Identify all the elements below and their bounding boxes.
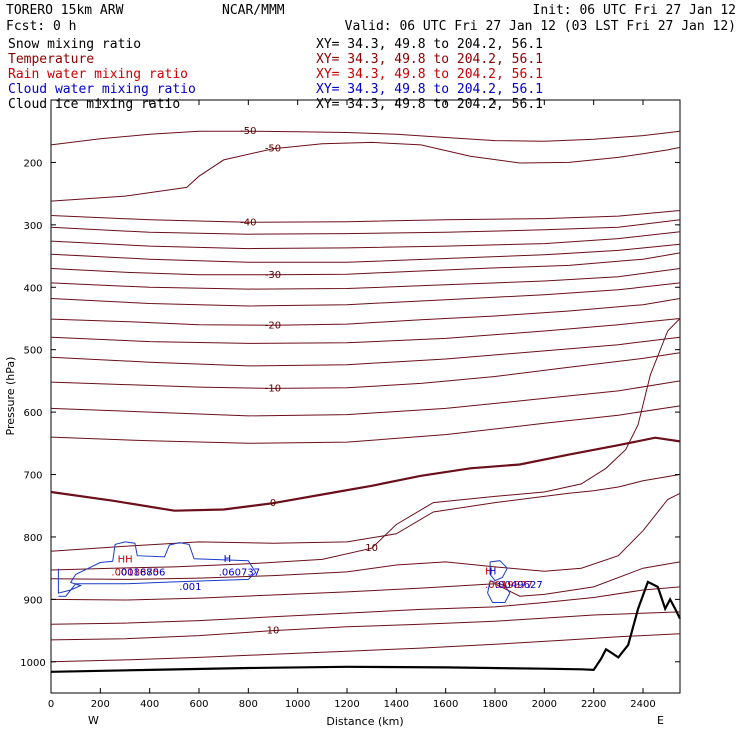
- x-tick-label: 1600: [433, 699, 458, 710]
- y-tick-label: 600: [23, 408, 42, 419]
- y-tick-label: 900: [23, 595, 42, 606]
- isotherm-line: [50, 282, 681, 307]
- x-tick-label: 1200: [334, 699, 359, 710]
- terrain: [50, 580, 681, 673]
- y-tick-label: 500: [23, 346, 42, 357]
- cloud-water-contours: [57, 541, 511, 603]
- isotherm-label: -50: [265, 144, 281, 155]
- isotherm-line: [50, 405, 681, 444]
- x-axis: 0 200 400 600 800 1000 1200 1400 1600 1800 2000 220…: [48, 100, 656, 710]
- cloud-water-line: [57, 541, 257, 597]
- isotherm-line: [50, 231, 681, 250]
- x-tick-label: 200: [91, 699, 110, 710]
- isotherm-label: -50: [240, 126, 256, 137]
- contour-annotation: .001: [179, 582, 201, 593]
- isotherm-line: [50, 210, 681, 223]
- y-axis-label: Pressure (hPa): [4, 357, 17, 436]
- isotherm-label: -10: [265, 383, 281, 394]
- x-tick-label: 1800: [482, 699, 507, 710]
- legend-label: Snow mixing ratio: [8, 37, 141, 52]
- isotherm-line: [50, 219, 681, 235]
- x-tick-label: 600: [189, 699, 208, 710]
- x-axis-label: Distance (km): [326, 715, 403, 728]
- x-tick-label: 800: [239, 699, 258, 710]
- x-tick-label: 0: [48, 699, 54, 710]
- isotherm-line: [50, 561, 681, 601]
- contour-annotation: H: [489, 566, 497, 577]
- isotherm-label: -40: [240, 217, 256, 228]
- isotherm-line: [50, 352, 681, 389]
- y-tick-label: 800: [23, 533, 42, 544]
- model-title: TORERO 15km ARW: [6, 3, 124, 18]
- isotherms: -50 -50 -40 -30 -20 -10 0 10 10: [50, 126, 681, 663]
- contour-annotation: .0016806: [118, 568, 166, 579]
- isotherm-label: -30: [265, 270, 281, 281]
- x-tick-label: 400: [140, 699, 159, 710]
- isotherm-line: [50, 492, 681, 580]
- valid-time: Valid: 06 UTC Fri 27 Jan 12 (03 LST Fri …: [345, 19, 736, 34]
- init-time: Init: 06 UTC Fri 27 Jan 12: [533, 3, 737, 18]
- isotherm-line: [50, 252, 681, 276]
- isotherm-line: [50, 141, 681, 202]
- isotherm-line: [50, 633, 681, 663]
- legend-label: Temperature: [8, 52, 94, 67]
- x-tick-label: 2400: [630, 699, 655, 710]
- y-tick-label: 700: [23, 471, 42, 482]
- x-tick-label: 2200: [581, 699, 606, 710]
- legend: Snow mixing ratio XY= 34.3, 49.8 to 204.2…: [8, 37, 543, 112]
- y-tick-label: 1000: [20, 658, 45, 669]
- contour-annotation: .0019877: [485, 580, 533, 591]
- terrain-line: [50, 580, 681, 673]
- contour-annotation: H: [224, 554, 232, 565]
- legend-xy: XY= 34.3, 49.8 to 204.2, 56.1: [316, 52, 543, 67]
- isotherm-line: [50, 474, 681, 552]
- isotherm-label: 10: [267, 626, 280, 637]
- contour-annotation: HH: [118, 555, 133, 566]
- y-axis: 200 300 400 500 600 700 800 900 1000: [20, 158, 680, 669]
- cloud-water-line: [489, 560, 508, 582]
- isotherm-line: [50, 336, 681, 367]
- y-tick-label: 400: [23, 283, 42, 294]
- legend-xy: XY= 34.3, 49.8 to 204.2, 56.1: [316, 97, 543, 112]
- legend-label: Cloud ice mixing ratio: [8, 97, 180, 112]
- isotherm-line: [50, 318, 681, 571]
- isotherm-line: [50, 586, 681, 625]
- isotherm-line: [50, 318, 681, 344]
- isotherm-line: [50, 611, 681, 641]
- isotherm-line: [50, 130, 681, 146]
- contour-annotation: .0018875: [111, 568, 159, 579]
- legend-label: Cloud water mixing ratio: [8, 82, 196, 97]
- legend-xy: XY= 34.3, 49.8 to 204.2, 56.1: [316, 82, 543, 97]
- x-tick-label: 1000: [285, 699, 310, 710]
- legend-xy: XY= 34.3, 49.8 to 204.2, 56.1: [316, 37, 543, 52]
- contour-annotation: .0049627: [495, 580, 543, 591]
- center-title: NCAR/MMM: [222, 3, 285, 18]
- x-tick-label: 2000: [532, 699, 557, 710]
- isotherm-line: [50, 298, 681, 326]
- x-tick-label: 1400: [384, 699, 409, 710]
- isotherm-label: 0: [270, 498, 276, 509]
- isotherm-line: [50, 268, 681, 290]
- isotherm-line: [50, 380, 681, 417]
- legend-label: Rain water mixing ratio: [8, 67, 188, 82]
- contour-annotation: H: [485, 566, 493, 577]
- y-tick-label: 300: [23, 221, 42, 232]
- isotherm-label: -20: [265, 320, 281, 331]
- forecast-hour: Fcst: 0 h: [6, 19, 76, 34]
- isotherm-line: [50, 243, 681, 263]
- west-label: W: [88, 714, 99, 727]
- plot-frame: [50, 99, 681, 694]
- contour-annotation: .060737: [219, 568, 260, 579]
- east-label: E: [657, 714, 664, 727]
- y-tick-label: 200: [23, 158, 42, 169]
- isotherm-line: [50, 436, 681, 512]
- legend-xy: XY= 34.3, 49.8 to 204.2, 56.1: [316, 67, 543, 82]
- cloud-water-line: [487, 580, 511, 603]
- isotherm-label: 10: [365, 543, 378, 554]
